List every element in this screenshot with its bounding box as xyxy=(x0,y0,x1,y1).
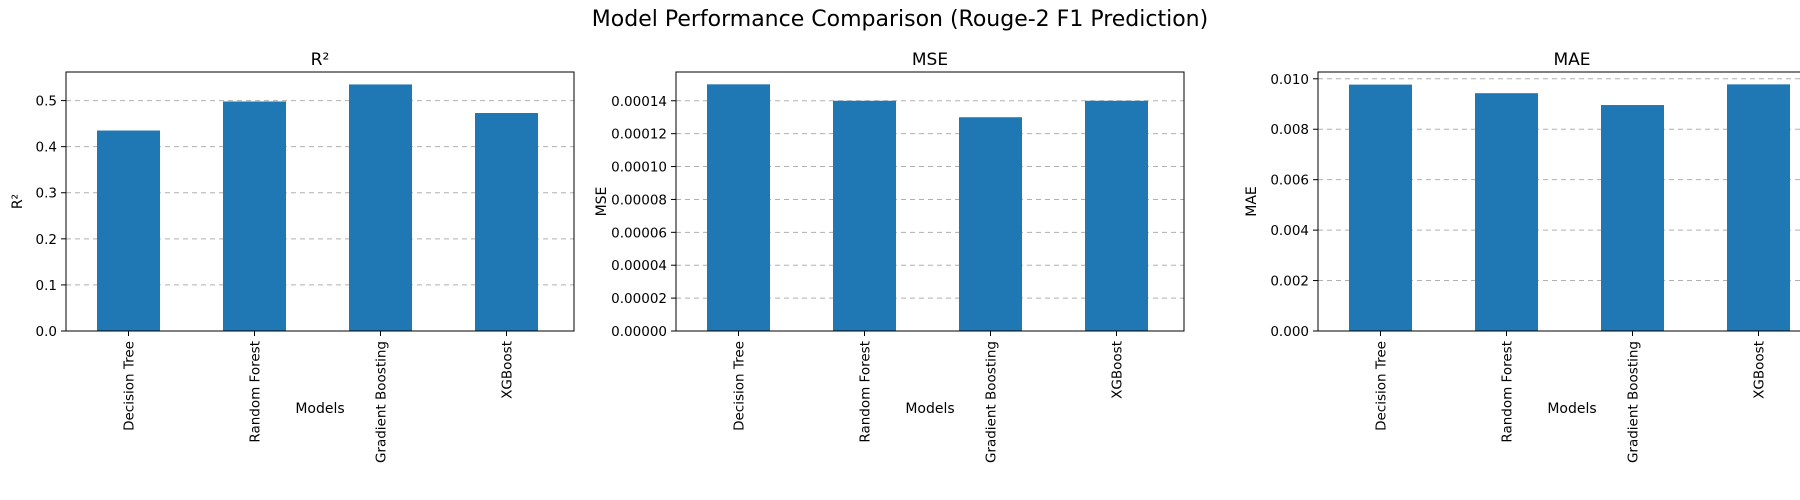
chart1-ytick-label: 0.0 xyxy=(36,324,57,340)
chart2-xtick-label: XGBoost xyxy=(1110,341,1126,399)
chart3-ytick-label: 0.010 xyxy=(1270,72,1309,88)
chart1-ytick-label: 0.3 xyxy=(36,186,57,202)
chart1-ytick-label: 0.5 xyxy=(36,94,57,110)
chart3-ytick-label: 0.004 xyxy=(1270,223,1309,239)
chart3-xtick-label: Random Forest xyxy=(1500,341,1516,443)
chart2-ytick-label: 0.00000 xyxy=(611,324,667,340)
chart2-title: MSE xyxy=(912,50,948,70)
chart1-bar-xgboost xyxy=(475,113,538,331)
chart3-ytick-label: 0.006 xyxy=(1270,173,1309,189)
chart1-title: R² xyxy=(311,50,330,70)
chart3-ytick-label: 0.008 xyxy=(1270,122,1309,138)
chart-panel-r2: 0.0 0.1 0.2 0.3 0.4 0.5 Decision Tree Random Fo… xyxy=(10,50,575,463)
chart2-bar-random-forest xyxy=(833,100,896,332)
chart1-ytick-label: 0.2 xyxy=(36,232,57,248)
chart1-xtick-label: Decision Tree xyxy=(122,341,138,431)
chart1-bar-gradient-boosting xyxy=(349,84,412,332)
chart1-ytick-label: 0.1 xyxy=(36,278,57,294)
chart3-axes-frame xyxy=(1317,71,1800,332)
chart-panel-mae: 0.000 0.002 0.004 0.006 0.008 0.010 Decision T… xyxy=(1244,50,1800,463)
chart3-bar-decision-tree xyxy=(1349,84,1412,331)
chart2-ytick-label: 0.00008 xyxy=(611,192,667,208)
chart1-axes-frame xyxy=(65,71,575,332)
chart2-ylabel: MSE xyxy=(594,187,610,217)
chart3-bar-xgboost xyxy=(1727,84,1790,331)
chart3-title: MAE xyxy=(1553,50,1590,70)
chart3-ytick-label: 0.000 xyxy=(1270,324,1309,340)
chart2-bar-decision-tree xyxy=(707,84,770,331)
chart2-xtick-label: Gradient Boosting xyxy=(984,341,1000,463)
chart3-bar-random-forest xyxy=(1475,93,1538,332)
chart3-xlabel: Models xyxy=(1547,401,1596,417)
chart3-ytick-label: 0.002 xyxy=(1270,274,1309,290)
chart1-xtick-label: XGBoost xyxy=(500,341,516,399)
chart1-ylabel: R² xyxy=(10,194,26,209)
chart2-bar-xgboost xyxy=(1085,100,1148,332)
chart2-ytick-label: 0.00010 xyxy=(611,160,667,176)
chart3-xtick-label: Gradient Boosting xyxy=(1626,341,1642,463)
chart2-ytick-label: 0.00004 xyxy=(611,258,667,274)
chart3-ylabel: MAE xyxy=(1244,186,1260,217)
chart3-bar-gradient-boosting xyxy=(1601,105,1664,331)
chart2-xtick-label: Random Forest xyxy=(858,341,874,443)
chart2-ytick-label: 0.00002 xyxy=(611,291,667,307)
chart1-bar-random-forest xyxy=(223,101,286,331)
chart2-xlabel: Models xyxy=(905,401,954,417)
chart1-ytick-label: 0.4 xyxy=(36,140,57,156)
chart2-axes-frame xyxy=(675,71,1185,332)
chart2-xtick-label: Decision Tree xyxy=(732,341,748,431)
chart2-ytick-label: 0.00012 xyxy=(611,127,667,143)
chart1-xlabel: Models xyxy=(295,401,344,417)
chart1-xtick-label: Gradient Boosting xyxy=(374,341,390,463)
chart1-xtick-label: Random Forest xyxy=(248,341,264,443)
chart2-bar-gradient-boosting xyxy=(959,117,1022,331)
chart3-xtick-label: XGBoost xyxy=(1752,341,1768,399)
chart1-bar-decision-tree xyxy=(97,130,160,331)
chart-panel-mse: 0.00000 0.00002 0.00004 0.00006 0.00008 0.000… xyxy=(594,50,1185,463)
chart2-ytick-label: 0.00014 xyxy=(611,94,667,110)
chart3-xtick-label: Decision Tree xyxy=(1374,341,1390,431)
chart2-ytick-label: 0.00006 xyxy=(611,225,667,241)
figure-title: Model Performance Comparison (Rouge-2 F1… xyxy=(592,7,1208,32)
